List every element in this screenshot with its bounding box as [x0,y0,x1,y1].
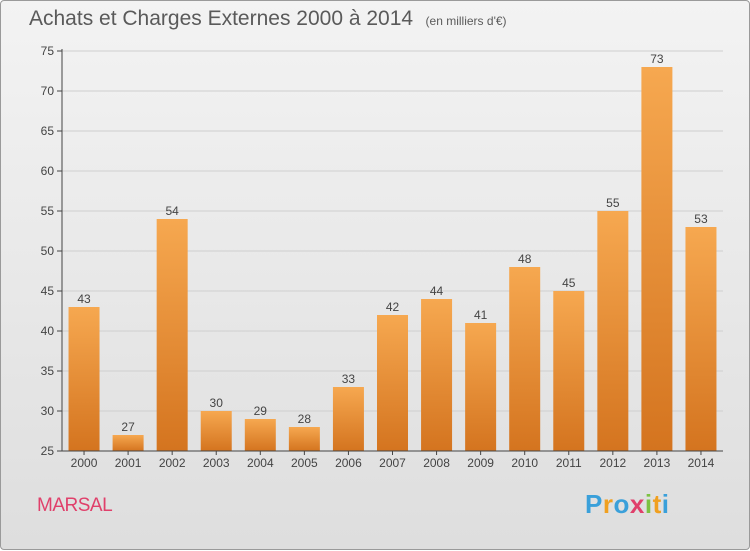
y-tick-label: 65 [41,124,55,138]
bar-value-label: 42 [386,300,400,314]
logo-letter: x [629,489,645,519]
bar-2007 [377,315,408,451]
proxiti-logo: Proxiti [585,489,669,520]
x-tick-label: 2010 [511,456,538,470]
bar-2006 [332,387,364,451]
y-tick-label: 25 [41,444,55,458]
y-tick-label: 60 [41,164,55,178]
bar-2004 [244,419,276,451]
x-tick-label: 2003 [203,456,230,470]
x-tick-label: 2014 [688,456,715,470]
y-tick-label: 40 [41,324,55,338]
chart-title: Achats et Charges Externes 2000 à 2014 [29,7,414,30]
y-tick-label: 70 [41,84,55,98]
bar-value-label: 48 [518,252,532,266]
bar-value-label: 33 [342,372,356,386]
x-tick-label: 2005 [291,456,318,470]
bar-value-label: 41 [474,308,488,322]
chart-title-block: Achats et Charges Externes 2000 à 2014 (… [29,7,507,31]
bar-value-label: 27 [121,420,135,434]
y-tick-label: 35 [41,364,55,378]
chart-subtitle: (en milliers d'€) [425,14,507,28]
bar-value-label: 45 [562,276,576,290]
x-tick-label: 2007 [379,456,406,470]
commune-name: MARSAL [37,495,113,516]
y-tick-label: 55 [41,204,55,218]
bar-2005 [288,427,320,451]
bar-value-label: 30 [210,396,224,410]
logo-letter: i [661,489,670,519]
bar-2002 [156,219,188,451]
y-tick-label: 50 [41,244,55,258]
logo-letter: o [613,489,630,519]
y-tick-label: 30 [41,404,55,418]
x-tick-label: 2009 [467,456,494,470]
y-tick-label: 75 [41,44,55,58]
bar-2010 [509,267,541,451]
bar-2013 [641,67,673,451]
bar-2001 [112,435,144,451]
bar-value-label: 43 [77,292,91,306]
logo-letter: P [585,489,603,519]
bar-value-label: 54 [165,204,179,218]
bar-value-label: 28 [298,412,312,426]
bar-value-label: 29 [254,404,268,418]
x-tick-label: 2000 [71,456,98,470]
x-tick-label: 2001 [115,456,142,470]
bar-2009 [465,323,497,451]
x-tick-label: 2006 [335,456,362,470]
x-tick-label: 2012 [599,456,626,470]
bar-value-label: 55 [606,196,620,210]
x-tick-label: 2002 [159,456,186,470]
bar-value-label: 44 [430,284,444,298]
x-tick-label: 2011 [556,456,582,470]
y-tick-label: 45 [41,284,55,298]
bar-2008 [421,299,453,451]
bar-2014 [685,227,717,451]
bar-2011 [553,291,585,451]
bar-value-label: 73 [650,52,664,66]
bar-2003 [200,411,232,451]
x-tick-label: 2004 [247,456,274,470]
logo-letter: t [652,489,662,519]
logo-letter: r [602,489,614,519]
x-tick-label: 2013 [644,456,671,470]
x-tick-label: 2008 [423,456,450,470]
bar-2012 [597,211,629,451]
logo-letter: i [644,489,653,519]
bar-2000 [68,307,100,451]
bar-value-label: 53 [694,212,708,226]
